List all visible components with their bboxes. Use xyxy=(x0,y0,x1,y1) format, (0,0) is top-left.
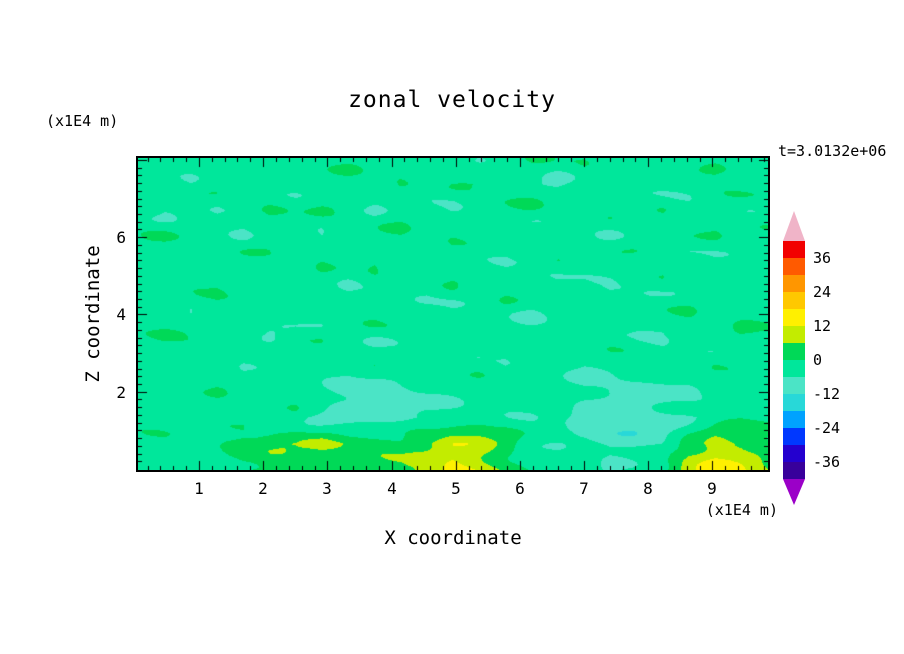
colorbar-segment xyxy=(783,462,805,479)
z-tick-label: 4 xyxy=(116,305,126,324)
colorbar-segment xyxy=(783,360,805,377)
plot-title: zonal velocity xyxy=(348,87,556,113)
colorbar-tick-label: 24 xyxy=(813,283,832,301)
x-tick-label: 7 xyxy=(579,479,589,498)
colorbar-segment xyxy=(783,309,805,326)
colorbar-segment xyxy=(783,292,805,309)
colorbar-segment xyxy=(783,258,805,275)
colorbar-tick-label: -36 xyxy=(813,453,841,471)
x-tick-label: 2 xyxy=(258,479,268,498)
colorbar-tick-label: 12 xyxy=(813,317,832,335)
colorbar-bottom-arrow xyxy=(783,479,805,505)
colorbar-segment xyxy=(783,377,805,394)
colorbar-tick-label: 36 xyxy=(813,249,832,267)
x-tick-label: 1 xyxy=(194,479,204,498)
colorbar-top-arrow xyxy=(783,211,805,241)
z-tick-label: 2 xyxy=(116,383,126,402)
colorbar-segment xyxy=(783,326,805,343)
colorbar-segment xyxy=(783,411,805,428)
colorbar-tick-label: -24 xyxy=(813,419,841,437)
colorbar-tick-label: 0 xyxy=(813,351,823,369)
colorbar-segment xyxy=(783,241,805,258)
colorbar-body xyxy=(783,241,805,479)
contour-field-canvas xyxy=(138,158,768,470)
colorbar-segment xyxy=(783,343,805,360)
x-axis-units: (x1E4 m) xyxy=(705,501,778,519)
z-tick-label: 6 xyxy=(116,228,126,247)
x-tick-label: 8 xyxy=(643,479,653,498)
x-tick-label: 9 xyxy=(707,479,717,498)
x-axis-label: X coordinate xyxy=(384,527,522,549)
colorbar-segment xyxy=(783,445,805,462)
colorbar-tick-label: -12 xyxy=(813,385,841,403)
x-tick-label: 6 xyxy=(515,479,525,498)
x-tick-label: 4 xyxy=(387,479,397,498)
time-label: t=3.0132e+06 xyxy=(778,142,887,160)
colorbar-segment xyxy=(783,275,805,292)
x-tick-label: 3 xyxy=(322,479,332,498)
x-tick-label: 5 xyxy=(451,479,461,498)
z-axis-units: (x1E4 m) xyxy=(46,112,119,130)
plot-area xyxy=(136,156,770,472)
colorbar-segment xyxy=(783,428,805,445)
colorbar-segment xyxy=(783,394,805,411)
